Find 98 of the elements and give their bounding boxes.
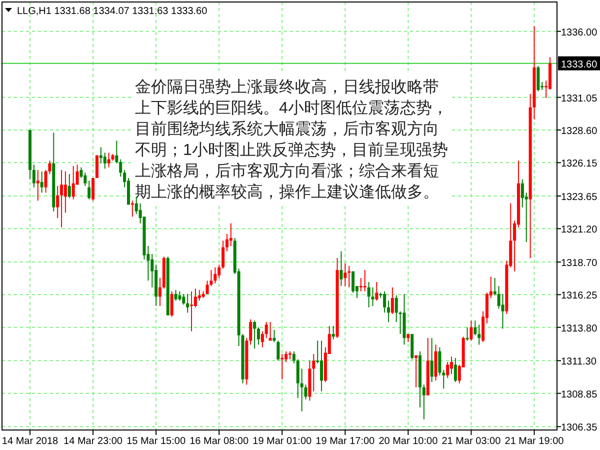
candlestick <box>249 318 252 346</box>
ref-line-label: 1333.60 <box>561 59 598 70</box>
candlestick <box>466 326 469 342</box>
candlestick <box>36 170 40 202</box>
candlestick <box>88 180 91 200</box>
x-tick-label: 20 Mar 10:00 <box>378 436 438 447</box>
y-tick-label: 1311.30 <box>561 356 597 368</box>
candlestick <box>178 290 182 302</box>
candlestick <box>478 324 481 346</box>
candlestick <box>214 266 217 284</box>
candlestick <box>158 278 162 306</box>
candlestick <box>296 358 300 398</box>
candlestick <box>383 290 386 314</box>
candlestick <box>182 294 186 306</box>
x-tick-label: 21 Mar 19:00 <box>504 436 564 447</box>
candlestick <box>284 350 288 362</box>
x-tick-label: 16 Mar 08:00 <box>190 436 249 447</box>
annotation: 金价隔日强势上涨最终收高，日线报收略带上下影线的巨阳线。4小时图低位震荡态势，目前围绕均线系统大幅震荡，后市客观方向不明；1小时图止跌反弹态势，目前呈现强势上涨格局，后市客观方向看涨；综合来看短期上涨的概率较高，操作上建议逢低做多。 <box>135 78 448 201</box>
candlestick <box>454 358 457 382</box>
candlestick <box>442 370 446 390</box>
y-tick-label: 1306.35 <box>561 422 598 434</box>
candlestick <box>268 322 272 342</box>
candlestick <box>72 166 75 200</box>
candlestick <box>280 354 284 380</box>
y-tick-label: 1318.70 <box>561 258 598 269</box>
x-tick-label: 14 Mar 23:00 <box>64 436 123 447</box>
y-tick-label: 1336.00 <box>561 27 598 38</box>
candlestick <box>386 300 390 322</box>
candlestick <box>414 354 418 388</box>
candlestick <box>174 290 178 302</box>
y-tick-label: 1331.05 <box>561 93 598 104</box>
candlestick <box>68 174 71 198</box>
candlestick <box>222 240 225 270</box>
candlestick <box>272 330 276 342</box>
candlestick <box>520 178 524 208</box>
candlestick <box>60 170 64 228</box>
y-tick-label: 1316.25 <box>561 290 598 302</box>
candlestick <box>536 66 540 92</box>
candlestick <box>264 322 268 338</box>
candlestick <box>363 270 366 292</box>
candlestick <box>410 334 414 360</box>
candlestick <box>256 326 260 346</box>
candlestick <box>493 278 496 296</box>
candlestick <box>375 282 378 302</box>
y-tick-label: 1328.60 <box>561 126 598 137</box>
y-tick-label: 1313.80 <box>561 323 598 334</box>
candlestick <box>352 270 355 294</box>
candlestick <box>64 170 67 214</box>
y-tick-label: 1308.85 <box>561 389 598 400</box>
candlestick <box>103 152 106 170</box>
candlestick <box>194 288 197 308</box>
candlestick <box>56 186 60 218</box>
candlestick <box>398 310 402 334</box>
candlestick <box>84 172 87 186</box>
candlestick <box>474 320 477 336</box>
candlestick <box>99 146 102 164</box>
candlestick <box>40 170 44 194</box>
x-tick-label: 15 Mar 15:00 <box>126 436 186 447</box>
candlestick <box>300 368 304 412</box>
candlestick <box>320 340 324 392</box>
candlestick <box>430 338 434 382</box>
y-tick-label: 1321.20 <box>561 224 598 236</box>
candlestick <box>190 290 194 332</box>
candlestick <box>446 362 450 378</box>
candlestick <box>292 350 296 364</box>
candlestick <box>170 290 174 318</box>
candlestick <box>186 294 190 314</box>
candlestick <box>390 286 394 314</box>
candlestick <box>450 356 454 374</box>
candlestick <box>32 164 36 188</box>
candlestick <box>253 320 256 350</box>
candlestick <box>367 282 370 308</box>
x-tick-label: 19 Mar 17:00 <box>316 436 376 447</box>
candlestick <box>92 178 95 202</box>
candlestick <box>422 384 426 420</box>
y-tick-label: 1326.15 <box>561 158 598 170</box>
candlestick <box>470 320 473 342</box>
candlestick <box>394 294 398 322</box>
candlestick <box>119 158 122 178</box>
x-tick-label: 19 Mar 01:00 <box>252 436 312 447</box>
y-tick-label: 1323.65 <box>561 192 598 203</box>
x-tick-label: 21 Mar 03:00 <box>442 436 502 447</box>
candlestick <box>332 326 335 340</box>
candlestick <box>276 340 280 362</box>
candlestick <box>304 384 308 400</box>
candlestick <box>260 330 264 348</box>
x-tick-label: 14 Mar 2018 <box>2 436 59 447</box>
candlestick <box>218 264 221 278</box>
chart-title: LLG,H1 1331.68 1334.07 1331.63 1333.60 <box>17 6 208 17</box>
candlestick <box>340 250 343 286</box>
candlestick <box>107 152 110 168</box>
candlestick <box>312 354 316 392</box>
candlestick <box>344 262 347 286</box>
candlestick <box>359 278 362 292</box>
candlestick <box>115 140 118 164</box>
candlestick <box>225 234 228 252</box>
candlestick <box>438 346 442 376</box>
candlestick <box>229 222 232 246</box>
